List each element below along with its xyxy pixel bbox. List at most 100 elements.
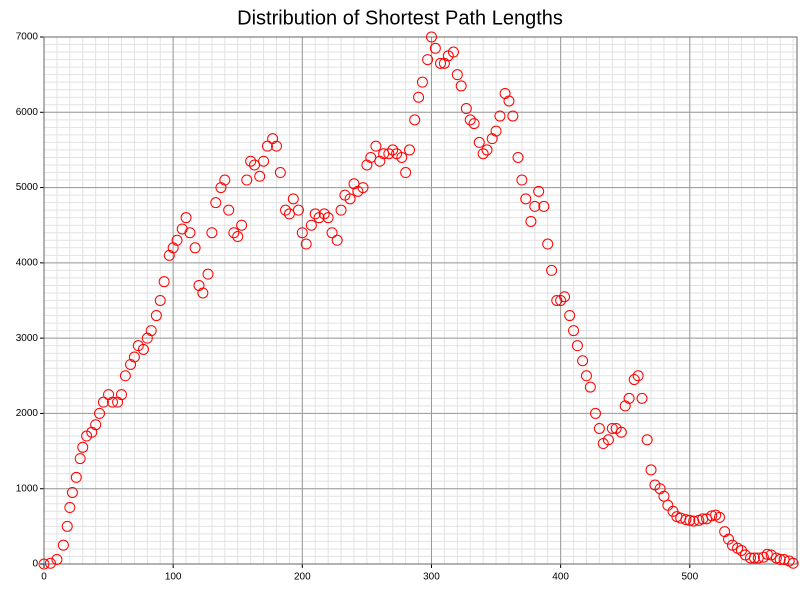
point: [344, 193, 356, 205]
point: [490, 125, 502, 137]
point: [723, 533, 735, 545]
point: [533, 185, 545, 197]
point: [503, 95, 515, 107]
point: [370, 140, 382, 152]
point: [632, 370, 644, 382]
point: [128, 351, 140, 363]
point: [383, 148, 395, 160]
point: [70, 471, 82, 483]
point: [228, 227, 240, 239]
point: [184, 227, 196, 239]
point: [464, 114, 476, 126]
point: [61, 520, 73, 532]
point: [645, 464, 657, 476]
y-tick-label: 0: [32, 559, 38, 570]
point: [787, 557, 799, 569]
point: [154, 295, 166, 306]
y-tick-label: 4000: [16, 257, 39, 268]
x-tick-label: 500: [681, 572, 698, 583]
point: [57, 539, 69, 551]
point: [280, 204, 292, 216]
point: [726, 539, 738, 551]
point: [680, 514, 692, 526]
point: [254, 170, 266, 182]
point: [429, 42, 441, 54]
point: [365, 151, 377, 163]
point: [494, 110, 506, 122]
chart-title: Distribution of Shortest Path Lengths: [237, 7, 563, 29]
point: [774, 553, 786, 565]
point: [546, 264, 558, 276]
x-tick-label: 0: [41, 572, 47, 583]
point: [584, 381, 596, 393]
point: [745, 552, 757, 564]
point: [706, 510, 718, 522]
point: [701, 513, 713, 525]
point: [206, 227, 218, 239]
point: [119, 370, 131, 382]
point: [309, 208, 321, 220]
point: [525, 215, 537, 227]
point: [761, 548, 773, 560]
point: [97, 396, 109, 408]
point: [396, 151, 408, 163]
point: [473, 136, 485, 148]
point: [641, 434, 653, 446]
y-tick-label: 1000: [16, 483, 39, 494]
point: [623, 392, 635, 404]
point: [44, 557, 56, 569]
point: [171, 234, 183, 246]
point: [416, 76, 428, 88]
point: [757, 551, 769, 563]
point: [451, 69, 463, 81]
point: [300, 238, 312, 250]
point: [292, 204, 304, 216]
point: [568, 325, 580, 337]
point: [658, 490, 670, 502]
point: [38, 558, 50, 570]
point: [236, 219, 248, 231]
point: [507, 110, 519, 122]
point: [778, 553, 790, 565]
point: [223, 204, 235, 216]
point: [481, 144, 493, 156]
point: [249, 159, 261, 171]
point: [77, 441, 89, 453]
point: [555, 295, 567, 306]
point: [326, 227, 338, 239]
point: [202, 268, 214, 280]
point: [400, 167, 412, 179]
point: [331, 234, 343, 246]
y-tick-label: 5000: [16, 182, 39, 193]
point: [283, 208, 295, 220]
point: [765, 549, 777, 561]
y-tick-label: 6000: [16, 107, 39, 118]
point: [425, 31, 437, 43]
point: [357, 182, 369, 194]
point: [305, 219, 317, 231]
point: [748, 552, 760, 564]
point: [559, 291, 571, 303]
point: [378, 148, 390, 160]
point: [66, 486, 78, 498]
point: [602, 434, 614, 446]
point: [460, 103, 472, 115]
point: [571, 340, 583, 352]
point: [137, 343, 149, 355]
point: [714, 511, 726, 523]
point: [409, 114, 421, 126]
point: [404, 144, 416, 156]
y-tick-label: 7000: [16, 32, 39, 43]
point: [529, 200, 541, 212]
y-tick-label: 3000: [16, 333, 39, 344]
point: [318, 208, 330, 220]
point: [150, 310, 162, 322]
point: [261, 140, 273, 152]
point: [477, 148, 489, 160]
point: [245, 155, 257, 167]
point: [241, 174, 253, 186]
point: [270, 140, 282, 152]
x-tick-label: 200: [294, 572, 311, 583]
point: [210, 197, 222, 209]
